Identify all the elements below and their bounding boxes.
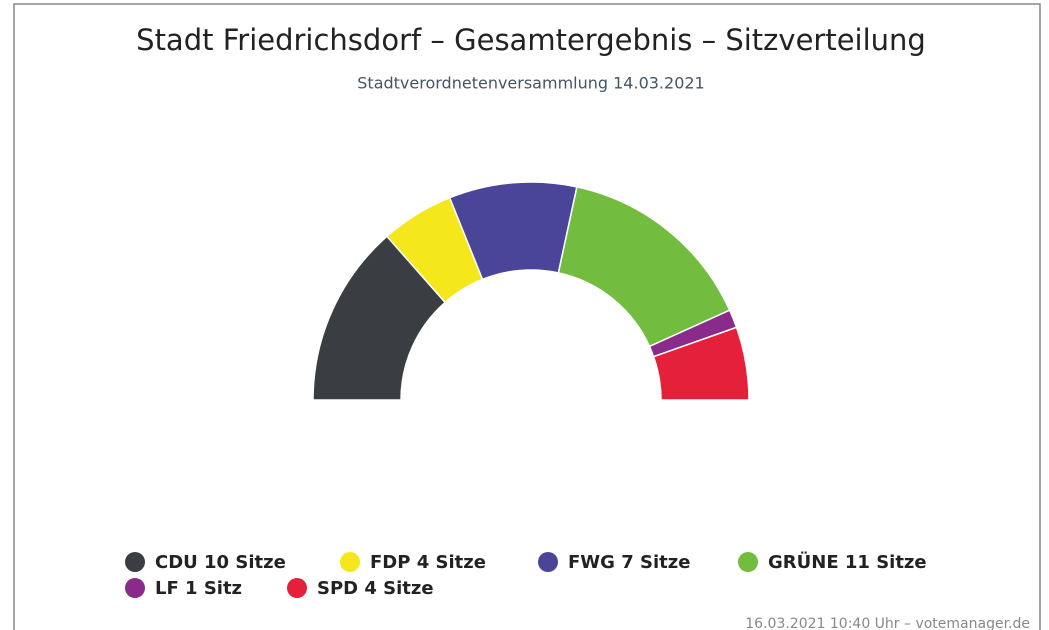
legend-label: SPD 4 Sitze [317,578,434,599]
frame [13,3,1041,630]
chart-title: Stadt Friedrichsdorf – Gesamtergebnis – … [136,23,926,57]
legend-marker [287,578,307,598]
legend-marker [538,552,558,572]
legend-label: FWG 7 Sitze [568,552,690,573]
legend-marker [340,552,360,572]
legend-marker [125,578,145,598]
legend-label: LF 1 Sitz [155,578,242,599]
legend-marker [125,552,145,572]
legend-marker [738,552,758,572]
seat-segment [652,326,750,401]
legend-label: FDP 4 Sitze [370,552,486,573]
legend-label: CDU 10 Sitze [155,552,286,573]
legend-label: GRÜNE 11 Sitze [768,551,927,573]
footer: 16.03.2021 10:40 Uhr – votemanager.de [745,616,1030,630]
chart-subtitle: Stadtverordnetenversammlung 14.03.2021 [357,74,704,93]
